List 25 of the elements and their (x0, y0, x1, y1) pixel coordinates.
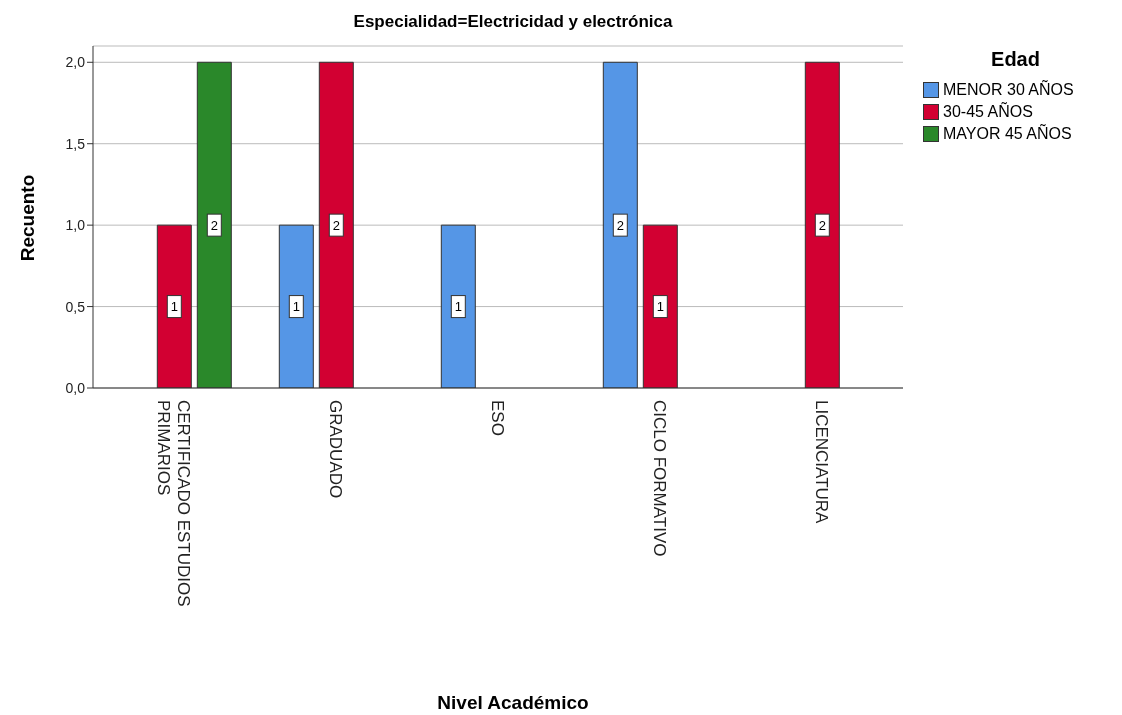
y-tick-label: 1,0 (65, 217, 86, 234)
data-label: 1 (170, 299, 178, 315)
data-label: 1 (292, 299, 300, 315)
data-label: 2 (332, 217, 340, 233)
y-tick-label: 0,0 (65, 379, 86, 396)
data-label: 1 (656, 299, 664, 315)
data-label: 2 (210, 217, 218, 233)
legend-label: 30-45 AÑOS (942, 101, 1034, 122)
x-tick-label: LICENCIATURA (812, 400, 832, 525)
x-tick-label: CERTIFICADO ESTUDIOS PRIMARIOS (154, 400, 194, 607)
y-tick-label: 2,0 (65, 54, 86, 71)
data-label: 2 (818, 217, 826, 233)
data-label: 1 (454, 299, 462, 315)
x-tick-label: CICLO FORMATIVO (650, 400, 670, 557)
y-tick-label: 1,5 (65, 135, 86, 152)
x-axis-title: Nivel Académico (436, 692, 590, 714)
chart-title: Especialidad=Electricidad y electrónica (352, 12, 674, 32)
legend-label: MENOR 30 AÑOS (942, 79, 1075, 100)
data-label: 2 (616, 217, 624, 233)
legend-title: Edad (990, 48, 1041, 71)
x-tick-label: ESO (488, 400, 508, 436)
legend-label: MAYOR 45 AÑOS (942, 123, 1073, 144)
x-tick-label: GRADUADO (326, 400, 346, 499)
y-tick-label: 0,5 (65, 298, 86, 315)
y-axis-title: Recuento (17, 174, 39, 262)
